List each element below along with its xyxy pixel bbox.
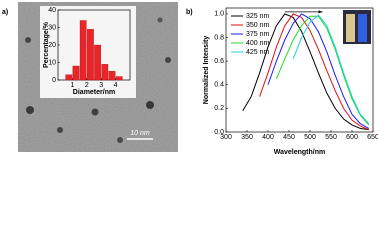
y-tick-label: 0.2: [214, 105, 224, 112]
x-tick-label: 4: [114, 82, 118, 89]
series-line: [267, 13, 370, 129]
vial-photo: [343, 10, 371, 44]
x-tick-label: 650: [367, 134, 378, 141]
histogram-bar: [65, 74, 73, 81]
y-tick-label: 0.0: [214, 129, 224, 136]
x-tick-label: 600: [346, 134, 358, 141]
y-tick-label: 20: [48, 42, 56, 49]
legend-label: 325 nm: [246, 13, 270, 20]
legend-label: 425 nm: [246, 49, 270, 56]
legend-label: 400 nm: [246, 40, 270, 47]
y-tick-label: 0: [52, 77, 56, 84]
y-tick-label: 0.8: [214, 34, 224, 41]
x-tick-label: 300: [220, 134, 232, 141]
legend-label: 350 nm: [246, 22, 270, 29]
histogram-bar: [101, 64, 109, 81]
series-line: [275, 15, 370, 126]
histogram-bar: [108, 71, 116, 81]
series-line: [292, 14, 370, 125]
y-tick-label: 0.4: [214, 82, 224, 89]
x-tick-label: 500: [304, 134, 316, 141]
x-tick-label: 450: [283, 134, 295, 141]
histogram-bar: [87, 29, 94, 81]
x-tick-label: 1: [70, 82, 74, 89]
arrow-head: [318, 10, 323, 14]
x-tick-label: 400: [262, 134, 274, 141]
series-line: [259, 13, 369, 131]
y-axis-label: Percentage/%: [43, 21, 50, 68]
x-tick-label: 2: [85, 82, 89, 89]
y-axis-label: Normalized Intensity: [203, 36, 210, 105]
y-tick-label: 1.0: [214, 11, 224, 18]
scale-bar-label: 10 nm: [130, 130, 150, 137]
x-axis-label: Wavelength/nm: [274, 149, 325, 156]
series-line: [242, 13, 369, 131]
x-axis-label: Diameter/nm: [73, 89, 115, 96]
plot-frame: [225, 7, 374, 133]
legend-label: 375 nm: [246, 31, 270, 38]
x-tick-label: 3: [99, 82, 103, 89]
panel-label: a): [2, 9, 8, 16]
y-tick-label: 40: [48, 7, 56, 14]
x-tick-label: 550: [325, 134, 337, 141]
histogram-bar: [115, 76, 123, 81]
histogram-bar: [94, 44, 101, 81]
y-tick-label: 0.6: [214, 58, 224, 65]
histogram-bar: [72, 65, 80, 81]
figure: a) 10 nm b) 1 2 3 4010203040Diameter/nmPerc…: [2, 2, 378, 156]
y-tick-label: 10: [48, 59, 56, 66]
x-tick-label: 350: [241, 134, 253, 141]
histogram-bar: [79, 20, 87, 81]
y-tick-label: 30: [48, 24, 56, 31]
panel-label: b): [186, 9, 193, 16]
